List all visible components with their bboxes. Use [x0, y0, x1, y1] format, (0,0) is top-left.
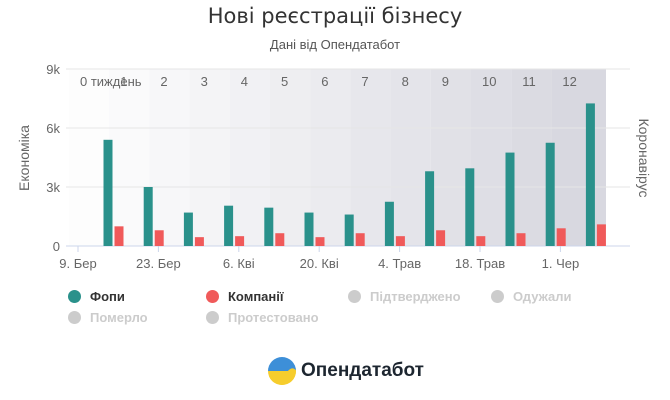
phase-band	[471, 69, 512, 246]
chart-legend: Фопи Компанії Підтверджено Одужали Помер…	[68, 289, 628, 329]
legend-item-fopy[interactable]: Фопи	[68, 289, 125, 304]
week-label: 7	[361, 74, 368, 89]
bar-fopy	[224, 205, 234, 246]
phase-band	[229, 69, 270, 246]
week-label: 11	[522, 74, 536, 89]
legend-label: Фопи	[90, 289, 125, 304]
x-tick-label: 20. Кві	[300, 256, 339, 271]
legend-item-confirmed[interactable]: Підтверджено	[348, 289, 461, 304]
legend-label: Підтверджено	[370, 289, 461, 304]
phase-band	[310, 69, 351, 246]
x-tick-label: 9. Бер	[59, 256, 96, 271]
bar-fopy	[304, 212, 314, 246]
legend-item-companies[interactable]: Компанії	[206, 289, 284, 304]
phase-band	[511, 69, 552, 246]
y-tick-label: 3k	[46, 180, 60, 195]
legend-dot-icon	[348, 290, 361, 303]
bar-companies	[516, 233, 526, 246]
legend-label: Протестовано	[228, 310, 319, 325]
week-label: 12	[562, 74, 576, 89]
bar-fopy	[425, 171, 435, 246]
bar-companies	[436, 230, 446, 246]
phase-band	[430, 69, 471, 246]
legend-label: Одужали	[513, 289, 572, 304]
legend-item-tested[interactable]: Протестовано	[206, 310, 319, 325]
brand-logo: Опендатабот	[267, 356, 424, 386]
legend-label: Померло	[90, 310, 148, 325]
bar-fopy	[465, 168, 475, 246]
brand-name: Опендатабот	[301, 360, 424, 381]
y-axis-label-economy: Економіка	[16, 125, 32, 191]
phase-band	[189, 69, 230, 246]
bar-fopy	[344, 214, 354, 246]
bar-fopy	[103, 139, 113, 246]
x-tick-label: 6. Кві	[223, 256, 255, 271]
phase-band	[109, 69, 150, 246]
phase-band	[390, 69, 431, 246]
bar-fopy	[505, 152, 515, 246]
y-tick-label: 6k	[46, 121, 60, 136]
bar-companies	[315, 237, 325, 246]
bar-fopy	[264, 207, 274, 246]
week-label: 4	[241, 74, 248, 89]
legend-item-recovered[interactable]: Одужали	[491, 289, 571, 304]
bar-companies	[194, 237, 204, 246]
chart-subtitle: Дані від Опендатабот	[269, 37, 401, 52]
x-tick-label: 1. Чер	[542, 256, 580, 271]
chart-title: Нові реєстрації бізнесу	[207, 4, 463, 28]
bar-fopy	[143, 187, 153, 246]
bar-companies	[556, 228, 566, 246]
week-label: 10	[482, 74, 496, 89]
bar-companies	[114, 226, 124, 246]
bar-companies	[235, 236, 245, 246]
phase-band	[551, 69, 606, 246]
week-label: 3	[201, 74, 208, 89]
y-tick-label: 0	[53, 239, 60, 254]
legend-dot-icon	[68, 290, 81, 303]
phase-band	[270, 69, 311, 246]
phase-band	[149, 69, 190, 246]
week-label: 6	[321, 74, 328, 89]
bar-companies	[275, 233, 285, 246]
bar-fopy	[545, 142, 555, 246]
phase-band	[69, 69, 110, 246]
legend-dot-icon	[206, 311, 219, 324]
bar-companies	[154, 230, 164, 246]
x-tick-label: 18. Трав	[455, 256, 505, 271]
bar-fopy	[183, 212, 193, 246]
bar-companies	[476, 236, 486, 246]
y-axis-label-coronavirus: Коронавірус	[636, 118, 652, 197]
bar-companies	[596, 224, 606, 246]
bar-companies	[395, 236, 405, 246]
opendatabot-logo-icon	[268, 357, 296, 385]
week-label: 2	[160, 74, 167, 89]
bar-companies	[355, 233, 365, 246]
bar-fopy	[585, 103, 595, 247]
x-tick-label: 4. Трав	[378, 256, 421, 271]
legend-label: Компанії	[228, 289, 284, 304]
x-tick-label: 23. Бер	[136, 256, 181, 271]
week-label: 5	[281, 74, 288, 89]
week-label: 9	[442, 74, 449, 89]
legend-dot-icon	[491, 290, 504, 303]
legend-dot-icon	[206, 290, 219, 303]
y-tick-label: 9k	[46, 62, 60, 77]
phase-band	[350, 69, 391, 246]
week-label: 8	[402, 74, 409, 89]
bar-fopy	[384, 201, 394, 246]
legend-dot-icon	[68, 311, 81, 324]
week-label: 0 тиждень	[80, 74, 142, 89]
week-label: 1	[120, 74, 127, 89]
legend-item-died[interactable]: Померло	[68, 310, 148, 325]
